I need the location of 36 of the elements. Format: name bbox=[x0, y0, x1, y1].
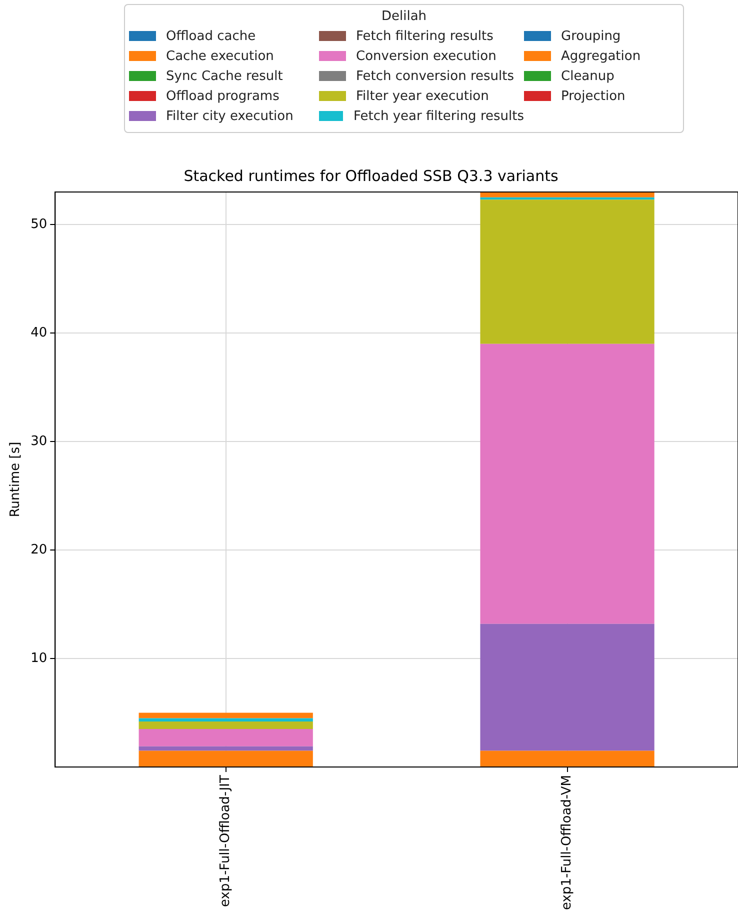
y-axis-title: Runtime [s] bbox=[8, 442, 24, 518]
legend-label: Cleanup bbox=[561, 68, 614, 84]
legend-label: Projection bbox=[561, 88, 626, 104]
bar bbox=[480, 192, 654, 198]
bar bbox=[480, 200, 654, 344]
bar bbox=[138, 721, 313, 730]
legend-label: Cache execution bbox=[166, 48, 274, 64]
legend-label: Aggregation bbox=[561, 48, 641, 64]
legend-label: Conversion execution bbox=[356, 48, 496, 64]
bar bbox=[480, 750, 654, 768]
legend-label: Filter year execution bbox=[356, 88, 489, 104]
bar bbox=[480, 624, 654, 751]
bar bbox=[138, 712, 313, 718]
y-tick-label: 40 bbox=[30, 325, 48, 340]
legend-label: Fetch conversion results bbox=[356, 68, 514, 84]
y-tick-label: 10 bbox=[30, 650, 48, 666]
bar bbox=[138, 729, 313, 746]
bar bbox=[138, 746, 313, 751]
bar bbox=[138, 718, 313, 722]
legend-title: Delilah bbox=[380, 9, 428, 24]
legend-label: Fetch year filtering results bbox=[353, 108, 524, 124]
legend-label: Filter city execution bbox=[166, 108, 294, 124]
y-tick-label: 50 bbox=[30, 216, 48, 232]
legend-label: Grouping bbox=[561, 28, 621, 44]
chart-title: Stacked runtimes for Offloaded SSB Q3.3 variants bbox=[184, 166, 558, 185]
legend-label: Fetch filtering results bbox=[356, 28, 494, 44]
y-tick-label: 30 bbox=[30, 434, 48, 449]
x-tick-label: exp1-Full-Offload-JIT bbox=[218, 774, 234, 907]
bar bbox=[480, 197, 654, 200]
legend-label: Offload cache bbox=[166, 28, 256, 44]
bar bbox=[138, 750, 313, 768]
y-tick-label: 20 bbox=[30, 542, 48, 558]
x-tick-label: exp1-Full-Offload-VM bbox=[560, 775, 575, 910]
legend-label: Sync Cache result bbox=[166, 68, 283, 84]
bar bbox=[480, 344, 654, 624]
legend-label: Offload programs bbox=[166, 88, 280, 104]
